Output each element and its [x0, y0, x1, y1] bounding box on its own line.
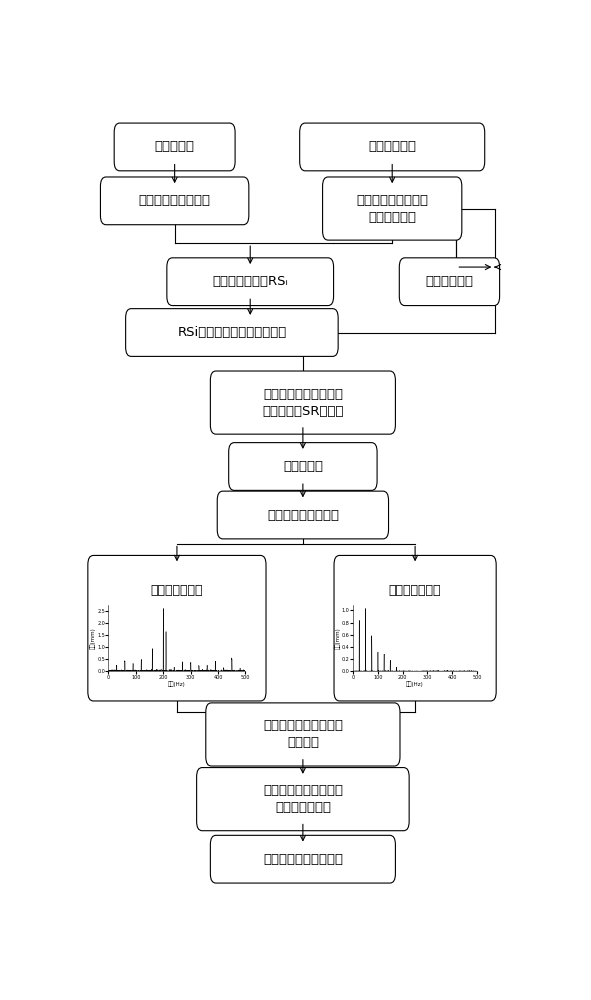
Text: 融合信号频域图: 融合信号频域图 — [151, 584, 203, 597]
Text: 进行包络处理: 进行包络处理 — [426, 275, 473, 288]
Text: 获取时域图: 获取时域图 — [283, 460, 323, 473]
FancyBboxPatch shape — [167, 258, 333, 306]
Text: RSi最大时获取最优融合信号: RSi最大时获取最优融合信号 — [177, 326, 287, 339]
FancyBboxPatch shape — [217, 491, 388, 539]
FancyBboxPatch shape — [88, 555, 266, 701]
Text: 进行融合并计算RSᵢ: 进行融合并计算RSᵢ — [212, 275, 288, 288]
Text: 将融合信号与包络信号
分别输入到SR系统中: 将融合信号与包络信号 分别输入到SR系统中 — [262, 388, 343, 418]
FancyBboxPatch shape — [323, 177, 462, 240]
Text: 构造滑动矩形窗函数: 构造滑动矩形窗函数 — [139, 194, 210, 207]
FancyBboxPatch shape — [400, 258, 499, 306]
Text: 将融合信号的实验值与
理论值进行比较: 将融合信号的实验值与 理论值进行比较 — [263, 784, 343, 814]
FancyBboxPatch shape — [210, 371, 395, 434]
FancyBboxPatch shape — [100, 177, 249, 225]
Text: 诊断出待测轴承的故障: 诊断出待测轴承的故障 — [263, 853, 343, 866]
FancyBboxPatch shape — [229, 443, 377, 490]
Text: 采集振动信号: 采集振动信号 — [368, 140, 416, 153]
FancyBboxPatch shape — [206, 703, 400, 766]
Text: 包络信号频域图: 包络信号频域图 — [389, 584, 441, 597]
FancyBboxPatch shape — [300, 123, 485, 171]
Text: 进行对比并验证融合信
号的效果: 进行对比并验证融合信 号的效果 — [263, 719, 343, 749]
FancyBboxPatch shape — [126, 309, 338, 356]
Text: 采集声信号: 采集声信号 — [155, 140, 194, 153]
FancyBboxPatch shape — [197, 768, 409, 831]
Text: 分别进行傅里叶变换: 分别进行傅里叶变换 — [267, 509, 339, 522]
Text: 截取与矩形窗包含相
等的信号点数: 截取与矩形窗包含相 等的信号点数 — [356, 194, 428, 224]
FancyBboxPatch shape — [334, 555, 496, 701]
FancyBboxPatch shape — [114, 123, 235, 171]
FancyBboxPatch shape — [210, 835, 395, 883]
